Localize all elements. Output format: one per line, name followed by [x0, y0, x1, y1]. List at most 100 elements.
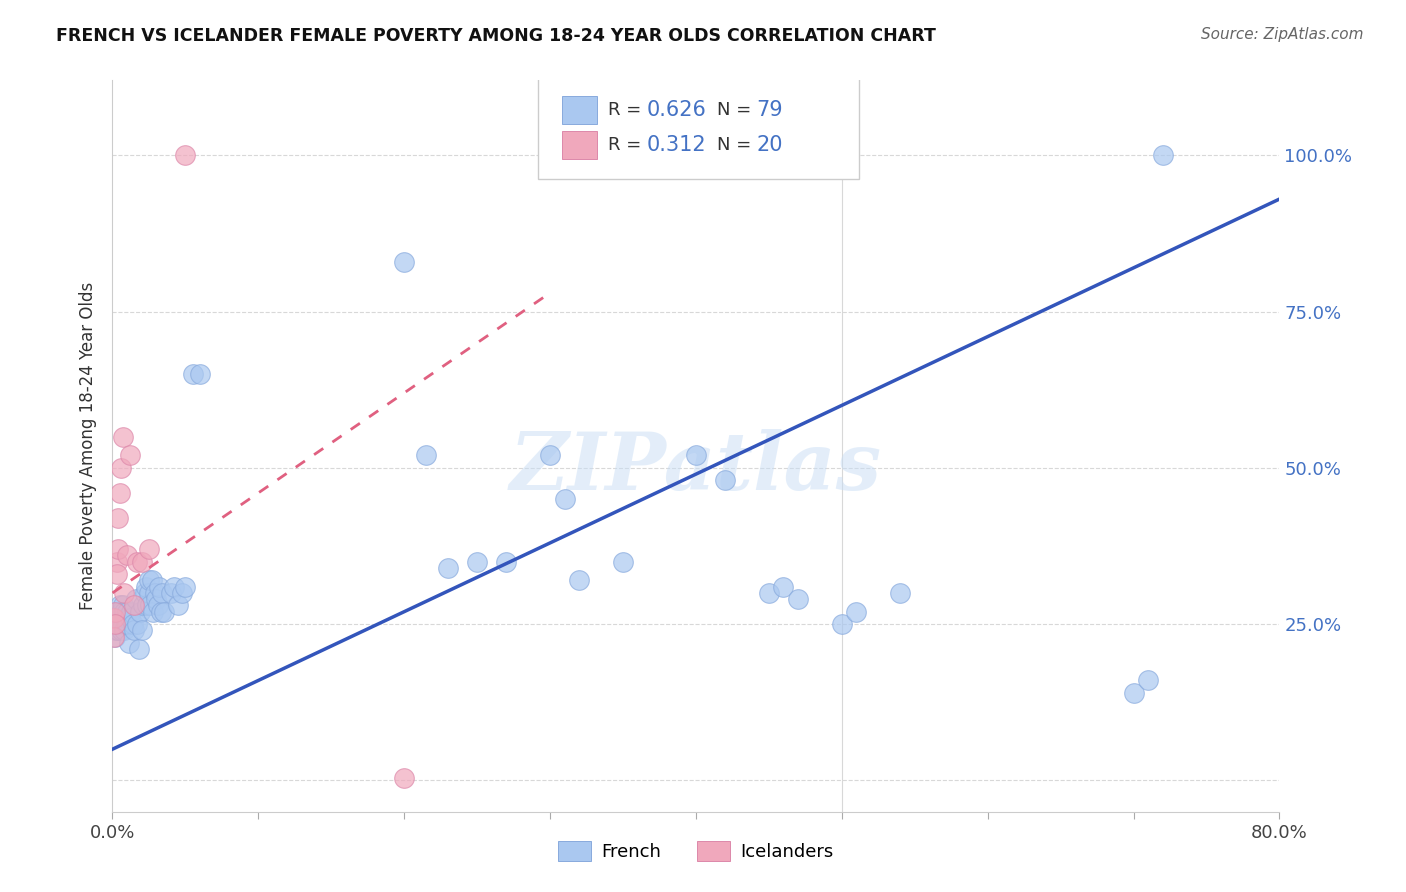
Point: [131, 555, 153, 569]
Legend: French, Icelanders: French, Icelanders: [551, 834, 841, 869]
Point: [103, 630, 125, 644]
Point: [146, 599, 169, 613]
Text: 20: 20: [756, 135, 783, 154]
Point: [111, 611, 134, 625]
Point: [114, 617, 136, 632]
Point: [831, 617, 853, 632]
Text: R =: R =: [609, 136, 647, 153]
Point: [112, 624, 135, 638]
Point: [134, 586, 156, 600]
Point: [138, 574, 160, 588]
Point: [115, 605, 138, 619]
Bar: [562, 131, 596, 159]
Point: [117, 636, 139, 650]
Point: [142, 605, 165, 619]
Point: [163, 580, 186, 594]
Point: [115, 549, 138, 563]
Point: [554, 492, 576, 507]
Point: [108, 611, 131, 625]
Point: [138, 586, 160, 600]
Bar: [562, 96, 596, 124]
Text: 79: 79: [756, 100, 783, 120]
Y-axis label: Female Poverty Among 18-24 Year Olds: Female Poverty Among 18-24 Year Olds: [79, 282, 97, 610]
Point: [150, 586, 173, 600]
Point: [181, 367, 204, 381]
Point: [108, 486, 131, 500]
Point: [1137, 673, 1160, 688]
Point: [124, 599, 146, 613]
Point: [568, 574, 591, 588]
Point: [103, 611, 125, 625]
Point: [104, 630, 127, 644]
Point: [1122, 686, 1144, 700]
Point: [108, 617, 131, 632]
Text: R =: R =: [609, 102, 647, 120]
Point: [188, 367, 211, 381]
Point: [160, 586, 183, 600]
Point: [107, 617, 129, 632]
Point: [143, 586, 166, 600]
Point: [104, 605, 127, 619]
Point: [538, 449, 561, 463]
Point: [104, 617, 127, 632]
Point: [174, 580, 197, 594]
Point: [110, 605, 132, 619]
Point: [120, 605, 142, 619]
Point: [111, 429, 134, 443]
Point: [141, 574, 163, 588]
Point: [127, 555, 149, 569]
Point: [172, 586, 194, 600]
Point: [685, 449, 707, 463]
Text: 0.626: 0.626: [647, 100, 707, 120]
Point: [889, 586, 911, 600]
Point: [103, 617, 125, 632]
Point: [103, 624, 125, 638]
Point: [174, 148, 197, 162]
Point: [105, 617, 128, 632]
Point: [127, 617, 149, 632]
Point: [107, 511, 129, 525]
Point: [105, 611, 128, 625]
Point: [772, 580, 794, 594]
Text: ZIPatlas: ZIPatlas: [510, 429, 882, 507]
Point: [105, 624, 128, 638]
Point: [122, 617, 145, 632]
Point: [148, 580, 170, 594]
Point: [107, 624, 129, 638]
Point: [149, 605, 172, 619]
Point: [108, 599, 131, 613]
Point: [110, 461, 132, 475]
Point: [105, 555, 128, 569]
Point: [787, 592, 810, 607]
Point: [415, 449, 437, 463]
Point: [145, 592, 167, 607]
Point: [103, 611, 125, 625]
Point: [118, 611, 141, 625]
Point: [714, 474, 737, 488]
Point: [115, 617, 138, 632]
Point: [1152, 148, 1174, 162]
Point: [394, 254, 416, 268]
Point: [107, 605, 129, 619]
Point: [112, 586, 135, 600]
Point: [758, 586, 780, 600]
Point: [111, 617, 134, 632]
Point: [104, 617, 127, 632]
Text: N =: N =: [717, 102, 756, 120]
Point: [138, 542, 160, 557]
Point: [104, 605, 127, 619]
Point: [112, 605, 135, 619]
Point: [111, 599, 134, 613]
Point: [125, 592, 148, 607]
Point: [167, 599, 190, 613]
Point: [135, 580, 157, 594]
Point: [495, 555, 517, 569]
Point: [136, 599, 159, 613]
Text: Source: ZipAtlas.com: Source: ZipAtlas.com: [1201, 27, 1364, 42]
Point: [124, 624, 146, 638]
Text: N =: N =: [717, 136, 756, 153]
Point: [118, 449, 141, 463]
Point: [132, 599, 155, 613]
Point: [612, 555, 634, 569]
Point: [128, 642, 150, 657]
